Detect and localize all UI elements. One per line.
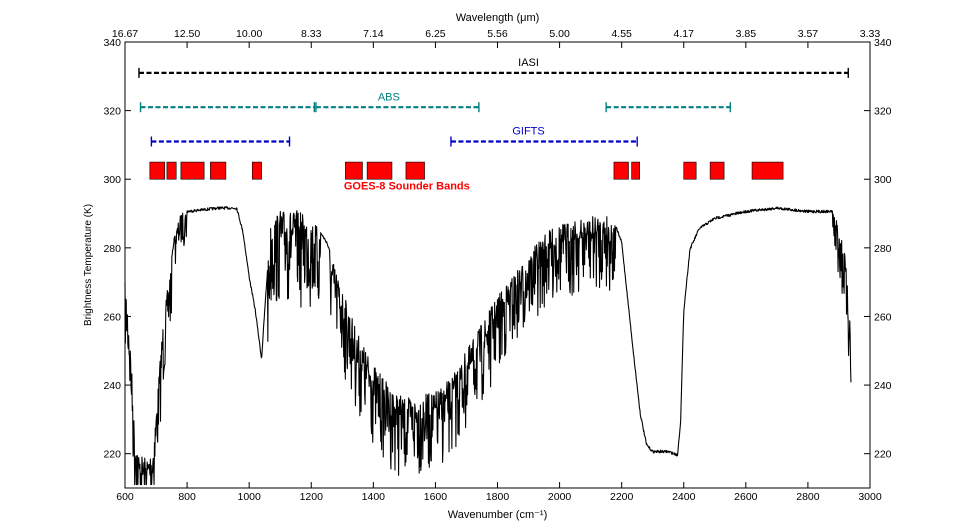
top-tick-label: 4.55 <box>611 28 632 40</box>
top-tick-label: 7.14 <box>363 28 384 40</box>
instrument-coverage-lines: IASI ABS GIFTS <box>138 57 849 147</box>
y-axis-label: Brightness Temperature (K) <box>83 204 94 326</box>
spectrum-line <box>124 206 852 486</box>
goes-band <box>631 161 640 180</box>
goes-band <box>751 161 784 180</box>
x-tick-label: 2600 <box>734 491 758 503</box>
y-tick-label: 300 <box>103 174 121 186</box>
x-axis-label: Wavenumber (cm⁻¹) <box>448 509 548 521</box>
top-tick-label: 4.17 <box>674 28 695 40</box>
y-tick-label-right: 220 <box>874 449 892 461</box>
goes-band <box>366 161 393 180</box>
x-tick-label: 1800 <box>486 491 510 503</box>
axis-ticks: 600 800 1000 1200 1400 1600 1800 2000 2200 2400 26… <box>103 28 891 503</box>
y-tick-label-right: 340 <box>874 37 892 49</box>
y-tick-label-right: 240 <box>874 380 892 392</box>
x-tick-label: 3000 <box>858 491 882 503</box>
top-tick-label: 6.25 <box>425 28 446 40</box>
top-tick-label: 16.67 <box>112 28 138 40</box>
top-axis-label: Wavelength (μm) <box>456 12 540 24</box>
x-tick-label: 2400 <box>672 491 696 503</box>
y-tick-label: 260 <box>103 311 121 323</box>
x-tick-label: 800 <box>178 491 196 503</box>
goes-bands-label: GOES-8 Sounder Bands <box>344 181 470 193</box>
y-tick-label: 240 <box>103 380 121 392</box>
top-tick-label: 5.56 <box>487 28 508 40</box>
goes-band <box>345 161 363 180</box>
top-tick-label: 8.33 <box>301 28 322 40</box>
goes-band <box>683 161 697 180</box>
top-tick-label: 3.57 <box>798 28 819 40</box>
instrument-label: ABS <box>378 91 400 103</box>
y-tick-label: 280 <box>103 243 121 255</box>
instrument-label: IASI <box>518 57 539 69</box>
x-tick-label: 2000 <box>548 491 572 503</box>
goes-band <box>251 161 262 180</box>
goes-sounder-bands: GOES-8 Sounder Bands <box>149 161 784 193</box>
plot-frame <box>124 41 871 489</box>
y-tick-label: 340 <box>103 37 121 49</box>
brightness-temperature-spectrum <box>124 206 852 486</box>
goes-band <box>166 161 177 180</box>
goes-band <box>210 161 227 180</box>
goes-band <box>613 161 629 180</box>
top-tick-label: 3.33 <box>860 28 881 40</box>
goes-band <box>709 161 725 180</box>
x-tick-label: 1400 <box>362 491 386 503</box>
y-tick-label-right: 320 <box>874 106 892 118</box>
y-tick-label: 320 <box>103 106 121 118</box>
top-tick-label: 10.00 <box>236 28 262 40</box>
y-tick-label-right: 300 <box>874 174 892 186</box>
y-tick-label-right: 280 <box>874 243 892 255</box>
x-tick-label: 2800 <box>796 491 820 503</box>
goes-band <box>180 161 205 180</box>
top-tick-label: 12.50 <box>174 28 200 40</box>
x-tick-label: 1200 <box>300 491 324 503</box>
x-tick-label: 600 <box>116 491 134 503</box>
instrument-label: GIFTS <box>512 126 544 138</box>
x-tick-label: 1600 <box>424 491 448 503</box>
top-tick-label: 5.00 <box>549 28 570 40</box>
x-tick-label: 2200 <box>610 491 634 503</box>
goes-band <box>149 161 166 180</box>
goes-band <box>405 161 425 180</box>
y-tick-label-right: 260 <box>874 311 892 323</box>
y-tick-label: 220 <box>103 449 121 461</box>
top-tick-label: 3.85 <box>736 28 757 40</box>
x-tick-label: 1000 <box>237 491 261 503</box>
